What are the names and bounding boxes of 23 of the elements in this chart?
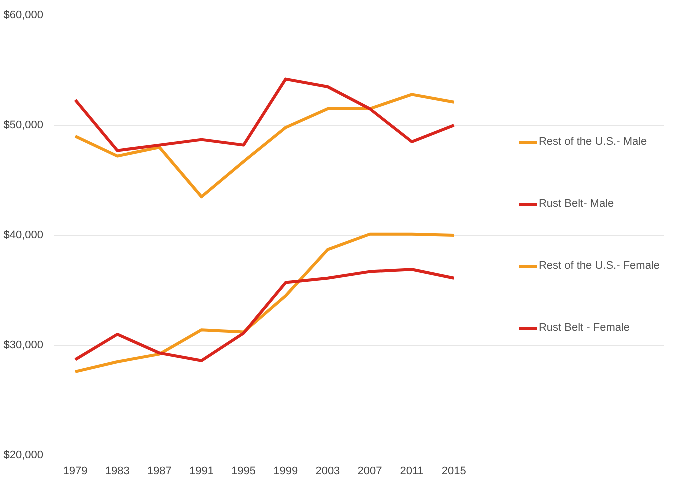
y-tick-label: $40,000 — [4, 230, 44, 242]
legend-label: Rest of the U.S.- Female — [538, 260, 660, 272]
x-tick-label: 1991 — [190, 466, 214, 478]
x-tick-label: 2003 — [316, 466, 340, 478]
x-tick-label: 1987 — [147, 466, 172, 478]
legend-label: Rust Belt- Male — [538, 198, 614, 210]
line-series — [74, 232, 456, 374]
y-tick-label: $60,000 — [4, 10, 44, 22]
y-tick-label: $50,000 — [4, 120, 44, 132]
x-tick-label: 1979 — [63, 466, 88, 478]
line-series — [74, 78, 456, 152]
x-tick-label: 1983 — [105, 466, 130, 478]
line-series — [74, 268, 456, 362]
y-tick-label: $20,000 — [4, 450, 44, 462]
x-tick-label: 1999 — [274, 466, 298, 478]
x-tick-label: 2011 — [400, 466, 424, 478]
legend-label: Rust Belt - Female — [538, 322, 630, 334]
line-series — [74, 93, 456, 198]
legend-label: Rest of the U.S.- Male — [538, 136, 648, 148]
y-tick-label: $30,000 — [4, 340, 44, 352]
x-tick-label: 2007 — [358, 466, 382, 478]
x-tick-label: 1995 — [232, 466, 256, 478]
x-tick-label: 2015 — [442, 466, 466, 478]
